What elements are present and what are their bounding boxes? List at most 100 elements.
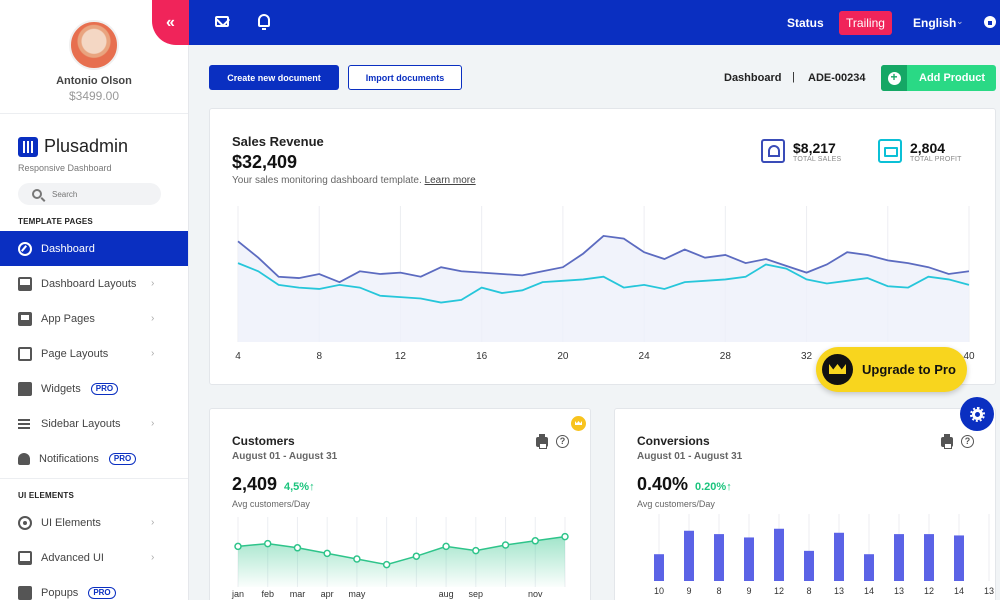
bar — [894, 534, 904, 581]
create-document-button[interactable]: Create new document — [209, 65, 339, 90]
x-tick-label: 10 — [654, 586, 664, 596]
chevron-right-icon: › — [151, 418, 155, 429]
data-point — [531, 537, 540, 545]
sidebar-divider — [0, 478, 188, 479]
gear-icon — [969, 406, 985, 422]
bar — [744, 537, 754, 581]
conversions-date-range: August 01 - August 31 — [637, 451, 743, 462]
data-point — [412, 552, 421, 560]
sidebar-item-notifications[interactable]: Notifications PRO — [0, 441, 188, 476]
bar — [804, 550, 814, 581]
sidebar: Antonio Olson $3499.00 Plusadmin Respons… — [0, 0, 189, 600]
x-tick-label: 9 — [746, 586, 751, 596]
settings-button[interactable] — [960, 397, 994, 431]
sidebar-item-dashboard[interactable]: Dashboard — [0, 231, 188, 266]
sidebar-item-dashboard-layouts[interactable]: Dashboard Layouts › — [0, 266, 188, 301]
layout-icon — [18, 346, 32, 361]
x-tick-label: aug — [439, 589, 454, 599]
help-icon[interactable]: ? — [961, 435, 974, 448]
area-line — [237, 535, 566, 566]
x-tick-label: 14 — [864, 586, 874, 596]
data-point — [382, 560, 391, 569]
help-icon[interactable]: ? — [556, 435, 569, 448]
sidebar-item-widgets[interactable]: Widgets PRO — [0, 371, 188, 406]
sidebar-item-label: Popups — [41, 586, 79, 599]
mail-icon[interactable] — [215, 16, 229, 27]
avatar[interactable] — [69, 20, 119, 70]
bar — [924, 534, 934, 581]
customers-value: 2,409 — [232, 474, 278, 494]
chevron-right-icon: › — [151, 348, 155, 359]
bell-icon — [18, 452, 30, 465]
data-point — [501, 541, 510, 549]
x-tick-label: 12 — [395, 351, 407, 362]
sidebar-item-label: Widgets — [41, 382, 81, 395]
sidebar-item-label: App Pages — [41, 312, 95, 325]
customers-card: Customers August 01 - August 31 2,409 4,… — [209, 408, 591, 600]
trailing-button[interactable]: Trailing — [839, 11, 892, 35]
sidebar-item-app-pages[interactable]: App Pages › — [0, 301, 188, 336]
customers-subtitle: Avg customers/Day — [232, 499, 310, 509]
sidebar-search — [18, 183, 161, 205]
chevron-right-icon: › — [151, 278, 155, 289]
sidebar-item-popups[interactable]: Popups PRO — [0, 575, 188, 600]
search-icon — [32, 189, 42, 199]
sales-description-text: Your sales monitoring dashboard template… — [232, 175, 422, 186]
chevron-right-icon: › — [151, 313, 155, 324]
brand[interactable]: Plusadmin — [0, 114, 188, 157]
data-point — [353, 555, 361, 563]
brand-logo-icon — [18, 136, 38, 157]
data-point — [472, 546, 480, 555]
search-input[interactable] — [52, 189, 152, 199]
language-selector[interactable]: English — [913, 16, 957, 30]
bar — [654, 554, 664, 581]
upgrade-to-pro-button[interactable]: Upgrade to Pro — [816, 347, 967, 392]
status-link[interactable]: Status — [787, 16, 824, 30]
collapse-sidebar-button[interactable]: « — [152, 0, 189, 45]
total-sales-stat: $8,217 TOTAL SALES — [761, 139, 841, 163]
conversions-subtitle: Avg customers/Day — [637, 499, 715, 509]
sales-amount: $32,409 — [232, 152, 298, 172]
sidebar-item-page-layouts[interactable]: Page Layouts › — [0, 336, 188, 371]
x-tick-label: 4 — [235, 351, 241, 362]
plus-circle-icon — [881, 65, 907, 91]
customers-date-range: August 01 - August 31 — [232, 451, 338, 462]
breadcrumb[interactable]: Dashboard — [724, 72, 782, 84]
conversions-title: Conversions — [637, 434, 710, 448]
import-documents-button[interactable]: Import documents — [348, 65, 462, 90]
money-icon — [878, 139, 902, 163]
print-icon[interactable] — [536, 434, 548, 449]
x-tick-label: 16 — [476, 351, 488, 362]
series-line-0 — [237, 234, 970, 284]
profile-name: Antonio Olson — [56, 75, 132, 87]
bar — [684, 530, 694, 581]
bar — [714, 534, 724, 581]
print-icon[interactable] — [941, 434, 953, 449]
x-tick-label: apr — [321, 589, 334, 599]
sidebar-item-label: Sidebar Layouts — [41, 417, 121, 430]
data-point — [263, 539, 272, 548]
total-profit-stat: 2,804 TOTAL PROFIT — [878, 139, 962, 163]
customers-area-chart: jan feb mar apr may aug sep nov — [231, 517, 569, 599]
chevron-down-icon: ⌄ — [956, 16, 964, 26]
sidebar-item-ui-elements[interactable]: UI Elements › — [0, 505, 188, 540]
x-tick-label: 20 — [557, 351, 569, 362]
customers-title: Customers — [232, 434, 295, 448]
bell-icon[interactable] — [258, 14, 270, 30]
sales-description: Your sales monitoring dashboard template… — [232, 175, 476, 186]
x-tick-label: may — [348, 589, 366, 599]
sidebar-item-sidebar-layouts[interactable]: Sidebar Layouts › — [0, 406, 188, 441]
sales-line-chart: 481216202428323640 — [235, 206, 975, 362]
home-icon[interactable] — [984, 16, 996, 28]
add-product-button[interactable]: Add Product — [881, 65, 996, 91]
x-tick-label: 28 — [720, 351, 732, 362]
learn-more-link[interactable]: Learn more — [424, 175, 476, 186]
x-tick-label: 8 — [716, 586, 721, 596]
x-tick-label: 32 — [801, 351, 813, 362]
sidebar-item-advanced-ui[interactable]: Advanced UI › — [0, 540, 188, 575]
total-profit-value: 2,804 — [910, 139, 946, 156]
conversions-change: 0.20%↑ — [695, 481, 732, 493]
area-fill — [238, 536, 565, 587]
series-area — [238, 235, 969, 342]
x-tick-label: 12 — [924, 586, 934, 596]
